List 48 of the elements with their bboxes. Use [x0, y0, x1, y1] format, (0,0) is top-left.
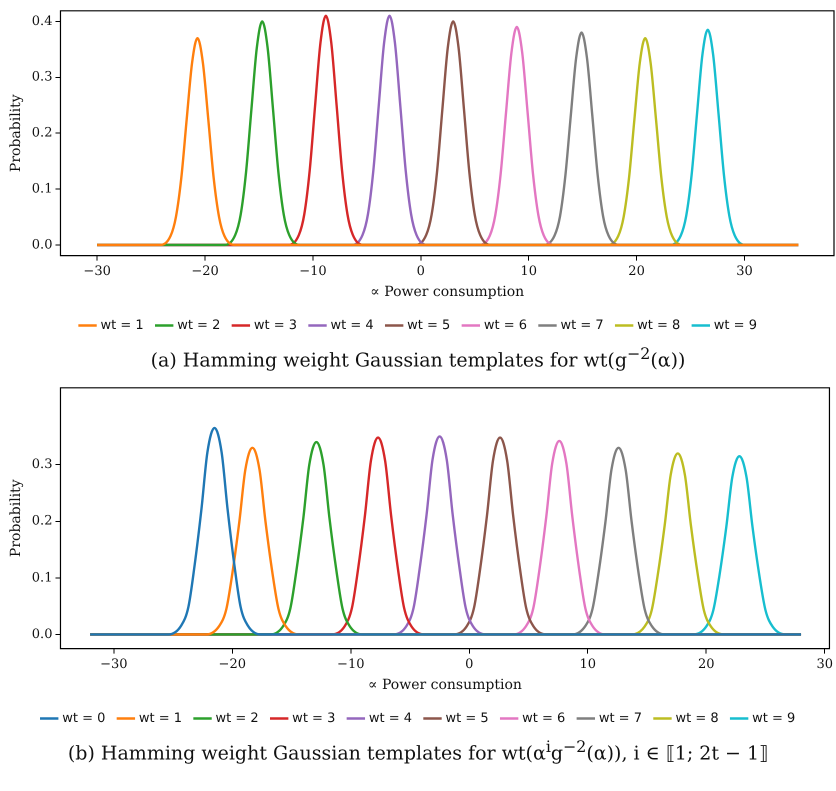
- y-tick-label: 0.4: [32, 14, 52, 29]
- legend-label: wt = 5: [446, 711, 489, 726]
- legend-label: wt = 8: [675, 711, 719, 726]
- y-tick-label: 0.2: [32, 514, 52, 530]
- text: (b) Hamming weight Gaussian templates for wt(α$^{i}$g$^{−2}$(α)), i ∈ ⟦1; 2t − 1⟧: [66, 736, 770, 767]
- y-axis-title: Probability: [8, 480, 24, 558]
- x-tick-label: 10: [520, 264, 537, 279]
- y-tick-label: 0.1: [32, 570, 52, 586]
- legend-label: wt = 7: [560, 318, 604, 333]
- legend-label: wt = 8: [637, 318, 680, 333]
- legend-label: wt = 1: [138, 711, 182, 726]
- x-tick-label: 30: [816, 657, 833, 672]
- y-tick-label: 0.2: [32, 126, 52, 141]
- y-tick-label: 0.0: [32, 627, 52, 642]
- y-tick-label: 0.3: [32, 70, 52, 85]
- x-tick-label: −30: [83, 264, 111, 279]
- x-tick-label: 20: [698, 657, 715, 672]
- x-axis-title: ∝ Power consumption: [368, 678, 522, 694]
- x-tick-label: −20: [191, 264, 219, 279]
- legend-label: wt = 3: [254, 318, 298, 333]
- legend-label: wt = 7: [598, 711, 642, 726]
- x-tick-label: 20: [628, 264, 645, 279]
- legend-label: wt = 4: [368, 711, 412, 726]
- y-axis-title: Probability: [8, 94, 24, 172]
- x-tick-label: 30: [736, 264, 753, 279]
- x-tick-label: −20: [218, 657, 246, 672]
- y-tick-label: 0.0: [32, 237, 52, 252]
- y-tick-label: 0.1: [32, 181, 52, 196]
- legend-label: wt = 2: [216, 711, 259, 726]
- legend-label: wt = 2: [177, 318, 220, 333]
- x-axis-title: ∝ Power consumption: [370, 284, 524, 300]
- x-tick-label: 0: [416, 264, 425, 279]
- legend-label: wt = 9: [752, 711, 796, 726]
- legend-label: wt = 1: [100, 318, 144, 333]
- text: (a) Hamming weight Gaussian templates for wt(g$^{−2}$(α)): [150, 343, 686, 374]
- legend-label: wt = 0: [62, 711, 106, 726]
- x-tick-label: −30: [100, 657, 128, 672]
- legend-label: wt = 3: [292, 711, 336, 726]
- legend-label: wt = 4: [330, 318, 374, 333]
- x-tick-label: −10: [299, 264, 327, 279]
- x-tick-label: 10: [579, 657, 596, 672]
- legend-label: wt = 9: [714, 318, 757, 333]
- legend-label: wt = 5: [407, 318, 450, 333]
- y-tick-label: 0.3: [32, 457, 52, 472]
- x-tick-label: 0: [465, 657, 474, 672]
- x-tick-label: −10: [337, 657, 364, 672]
- legend-label: wt = 6: [484, 318, 527, 333]
- legend-label: wt = 6: [522, 711, 566, 726]
